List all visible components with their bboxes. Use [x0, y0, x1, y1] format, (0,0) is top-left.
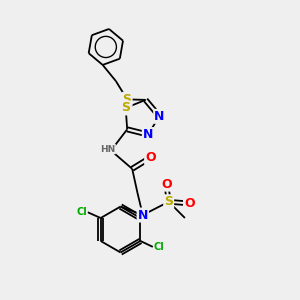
Text: N: N — [138, 208, 148, 221]
Text: HN: HN — [100, 145, 115, 154]
Text: S: S — [121, 101, 130, 114]
Text: Cl: Cl — [76, 207, 87, 217]
Text: S: S — [164, 195, 173, 208]
Text: O: O — [184, 197, 195, 210]
Text: S: S — [123, 93, 132, 106]
Text: N: N — [143, 128, 153, 141]
Text: O: O — [161, 178, 172, 190]
Text: O: O — [145, 151, 156, 164]
Text: Cl: Cl — [154, 242, 165, 252]
Text: N: N — [154, 110, 165, 123]
